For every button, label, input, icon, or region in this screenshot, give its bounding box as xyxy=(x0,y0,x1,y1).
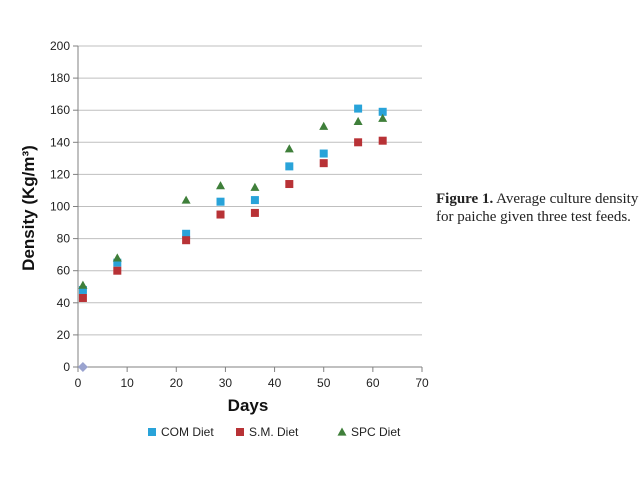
x-tick-label: 20 xyxy=(170,376,184,390)
com-diet-point xyxy=(78,285,87,294)
com-diet-point xyxy=(319,149,328,158)
y-tick-label: 160 xyxy=(50,103,70,117)
y-axis-title: Density (Kg/m³) xyxy=(19,145,38,271)
spc-diet-legend-marker xyxy=(337,427,347,436)
y-tick-label: 20 xyxy=(57,328,71,342)
x-tick-label: 10 xyxy=(120,376,134,390)
s-m-diet-point xyxy=(250,208,259,217)
s-m-diet-point xyxy=(378,136,387,145)
y-tick-label: 180 xyxy=(50,71,70,85)
s-m-diet-point xyxy=(182,236,191,245)
spc-diet-point xyxy=(216,181,226,190)
y-tick-label: 0 xyxy=(63,360,70,374)
x-tick-label: 30 xyxy=(219,376,233,390)
x-tick-label: 70 xyxy=(415,376,429,390)
y-tick-label: 140 xyxy=(50,135,70,149)
s-m-diet-point xyxy=(216,210,225,219)
com-diet-legend-label: COM Diet xyxy=(161,425,214,439)
com-diet-point xyxy=(285,162,294,171)
x-axis-title: Days xyxy=(228,396,269,415)
spc-diet-point xyxy=(353,116,363,126)
x-tick-label: 50 xyxy=(317,376,331,390)
y-tick-label: 40 xyxy=(57,296,71,310)
spc-diet-point xyxy=(319,121,329,130)
s-m-diet-point xyxy=(319,159,328,168)
y-tick-label: 60 xyxy=(57,264,71,278)
caption-label: Figure 1. xyxy=(436,191,494,207)
legend: COM Diet S.M. Diet SPC Diet xyxy=(148,425,401,439)
s-m-diet-legend-marker xyxy=(236,428,244,436)
y-tick-label: 100 xyxy=(50,200,70,214)
com-diet-point xyxy=(182,229,191,238)
s-m-diet-point xyxy=(354,138,363,147)
com-diet-point xyxy=(113,258,122,267)
s-m-diet-point xyxy=(78,293,87,302)
x-tick-labels: 0 10 20 30 40 50 60 70 xyxy=(75,376,429,390)
com-diet-point xyxy=(354,104,363,113)
com-diet-legend-marker xyxy=(148,428,156,436)
com-diet-point xyxy=(250,196,259,205)
y-tick-labels: 0 20 40 60 80 100 120 140 160 180 200 xyxy=(50,39,70,374)
y-tick-label: 80 xyxy=(57,232,71,246)
gridlines xyxy=(78,45,422,368)
s-m-diet-point xyxy=(113,266,122,275)
x-tick-label: 0 xyxy=(75,376,82,390)
spc-diet-point xyxy=(112,253,122,262)
x-tick-label: 40 xyxy=(268,376,282,390)
y-tick-label: 200 xyxy=(50,39,70,53)
x-tick-label: 60 xyxy=(366,376,380,390)
axes xyxy=(73,45,423,372)
spc-diet-point xyxy=(78,280,88,289)
figure-caption: Figure 1. Average culture density for pa… xyxy=(436,190,640,226)
spc-diet-point xyxy=(378,113,388,122)
spc-diet-point xyxy=(284,144,294,153)
spc-diet-legend-label: SPC Diet xyxy=(351,425,401,439)
data-points xyxy=(77,104,388,372)
com-diet-point xyxy=(216,197,225,206)
y-tick-label: 120 xyxy=(50,167,70,181)
com-diet-point xyxy=(378,107,387,116)
s-m-diet-legend-label: S.M. Diet xyxy=(249,425,299,439)
s-m-diet-point xyxy=(285,180,294,189)
spc-diet-point xyxy=(250,182,260,191)
spc-diet-point xyxy=(181,195,191,204)
origin-point xyxy=(77,362,88,372)
caption-text: Average culture density for paiche given… xyxy=(436,191,639,225)
